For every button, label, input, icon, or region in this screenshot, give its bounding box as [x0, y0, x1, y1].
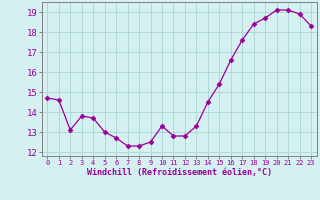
X-axis label: Windchill (Refroidissement éolien,°C): Windchill (Refroidissement éolien,°C) [87, 168, 272, 177]
